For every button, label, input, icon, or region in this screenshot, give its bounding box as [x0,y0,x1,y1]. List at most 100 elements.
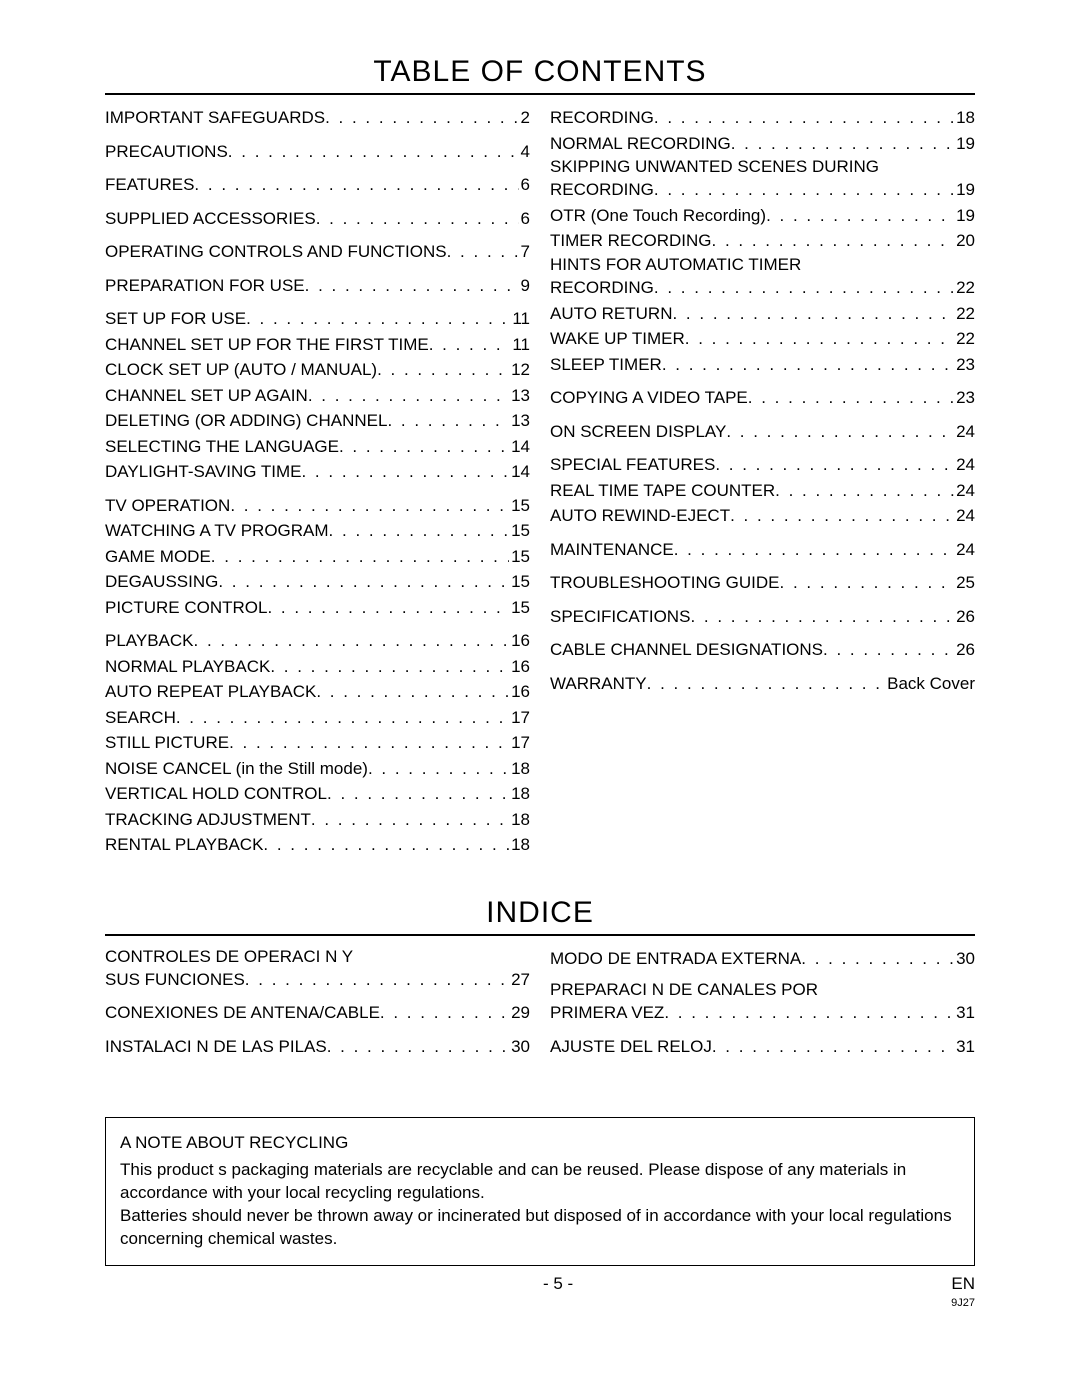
toc-page: Back Cover [885,671,975,697]
toc-label: WATCHING A TV PROGRAM [105,518,329,544]
toc-dots [267,595,509,621]
toc-entry: FEATURES6 [105,172,530,198]
toc-page: 24 [954,537,975,563]
toc-dots [726,419,954,445]
toc-entry: MAINTENANCE24 [550,537,975,563]
toc-dots [218,569,509,595]
toc-entry: TIMER RECORDING20 [550,228,975,254]
toc-entry: VERTICAL HOLD CONTROL 18 [105,781,530,807]
toc-dots [766,203,954,229]
toc-label: NORMAL PLAYBACK [105,654,270,680]
toc-page: 22 [954,326,975,352]
toc-entry: DAYLIGHT-SAVING TIME14 [105,459,530,485]
toc-entry: MODO DE ENTRADA EXTERNA30 [550,946,975,972]
toc-label: COPYING A VIDEO TAPE [550,385,748,411]
toc-page: 24 [954,503,975,529]
toc-label: SLEEP TIMER [550,352,662,378]
toc-label: GAME MODE [105,544,211,570]
toc-dots [301,459,509,485]
toc-entry: CHANNEL SET UP FOR THE FIRST TIME11 [105,332,530,358]
toc-dots [672,301,954,327]
toc-page: 9 [519,273,530,299]
toc-dots [316,206,519,232]
toc-page: 14 [509,459,530,485]
toc-page: 26 [954,604,975,630]
toc-dots [211,544,509,570]
toc-label: RENTAL PLAYBACK [105,832,263,858]
toc-label: FEATURES [105,172,194,198]
toc-entry: RENTAL PLAYBACK18 [105,832,530,858]
indice-section: INDICE CONTROLES DE OPERACI N YSUS FUNCI… [105,896,975,1068]
toc-label: SPECIAL FEATURES [550,452,715,478]
toc-dots [246,306,510,332]
toc-label: SPECIFICATIONS [550,604,690,630]
toc-dots [801,946,954,972]
toc-page: 15 [509,569,530,595]
toc-entry: DEGAUSSING 15 [105,569,530,595]
footer-code: 9J27 [951,1297,975,1309]
toc-page: 15 [509,493,530,519]
toc-entry: HINTS FOR AUTOMATIC TIMERRECORDING22 [550,254,975,301]
toc-label: DEGAUSSING [105,569,218,595]
toc-entry: DELETING (OR ADDING) CHANNEL13 [105,408,530,434]
toc-page: 18 [509,781,530,807]
toc-page: 19 [954,203,975,229]
recycling-note-box: A NOTE ABOUT RECYCLING This product s pa… [105,1117,975,1266]
toc-label: TROUBLESHOOTING GUIDE [550,570,780,596]
toc-entry: CLOCK SET UP (AUTO / MANUAL)12 [105,357,530,383]
toc-page: 4 [519,139,530,165]
toc-page: 13 [509,383,530,409]
recycling-paragraph: Batteries should never be thrown away or… [120,1205,960,1251]
toc-page: 23 [954,352,975,378]
toc-dots [329,518,510,544]
toc-dots [662,352,954,378]
recycling-title: A NOTE ABOUT RECYCLING [120,1132,960,1155]
toc-entry: OTR (One Touch Recording) 19 [550,203,975,229]
toc-label: OPERATING CONTROLS AND FUNCTIONS [105,239,447,265]
toc-label: OTR (One Touch Recording) [550,203,766,229]
toc-entry: GAME MODE 15 [105,544,530,570]
toc-entry: SPECIAL FEATURES 24 [550,452,975,478]
toc-page: 26 [954,637,975,663]
toc-label: AUTO REPEAT PLAYBACK [105,679,316,705]
toc-dots [327,1034,509,1060]
toc-page: 17 [509,730,530,756]
toc-entry: COPYING A VIDEO TAPE23 [550,385,975,411]
toc-label: RECORDING [550,275,654,301]
toc-label: SUS FUNCIONES [105,967,245,993]
toc-label: SEARCH [105,705,176,731]
toc-label: AUTO REWIND-EJECT [550,503,730,529]
toc-label: CONEXIONES DE ANTENA/CABLE [105,1000,380,1026]
toc-page: 31 [954,1034,975,1060]
toc-entry: SUPPLIED ACCESSORIES 6 [105,206,530,232]
toc-dots [712,1034,954,1060]
toc-page: 22 [954,275,975,301]
toc-dots [325,105,518,131]
toc-label: CABLE CHANNEL DESIGNATIONS [550,637,823,663]
toc-page: 6 [519,206,530,232]
toc-page: 2 [519,105,530,131]
toc-label: PREPARATION FOR USE [105,273,305,299]
toc-dots [387,408,509,434]
toc-entry: RECORDING18 [550,105,975,131]
toc-entry: TROUBLESHOOTING GUIDE25 [550,570,975,596]
toc-label: VERTICAL HOLD CONTROL [105,781,327,807]
toc-entry: SPECIFICATIONS 26 [550,604,975,630]
toc-entry: CONTROLES DE OPERACI N YSUS FUNCIONES27 [105,946,530,993]
toc-dots [429,332,511,358]
indice-right-column: MODO DE ENTRADA EXTERNA30 PREPARACI N DE … [550,946,975,1068]
toc-page: 14 [509,434,530,460]
toc-label: SUPPLIED ACCESSORIES [105,206,316,232]
toc-columns: IMPORTANT SAFEGUARDS2PRECAUTIONS4FEATURE… [105,105,975,866]
toc-page: 15 [509,518,530,544]
toc-page: 15 [509,544,530,570]
toc-entry: CHANNEL SET UP AGAIN13 [105,383,530,409]
toc-page: 30 [954,946,975,972]
toc-entry: PICTURE CONTROL15 [105,595,530,621]
toc-label: PLAYBACK [105,628,194,654]
toc-dots [270,654,509,680]
toc-entry: SKIPPING UNWANTED SCENES DURINGRECORDING… [550,156,975,203]
toc-label: IMPORTANT SAFEGUARDS [105,105,325,131]
toc-label: PREPARACI N DE CANALES POR [550,979,818,1000]
toc-page: 24 [954,452,975,478]
